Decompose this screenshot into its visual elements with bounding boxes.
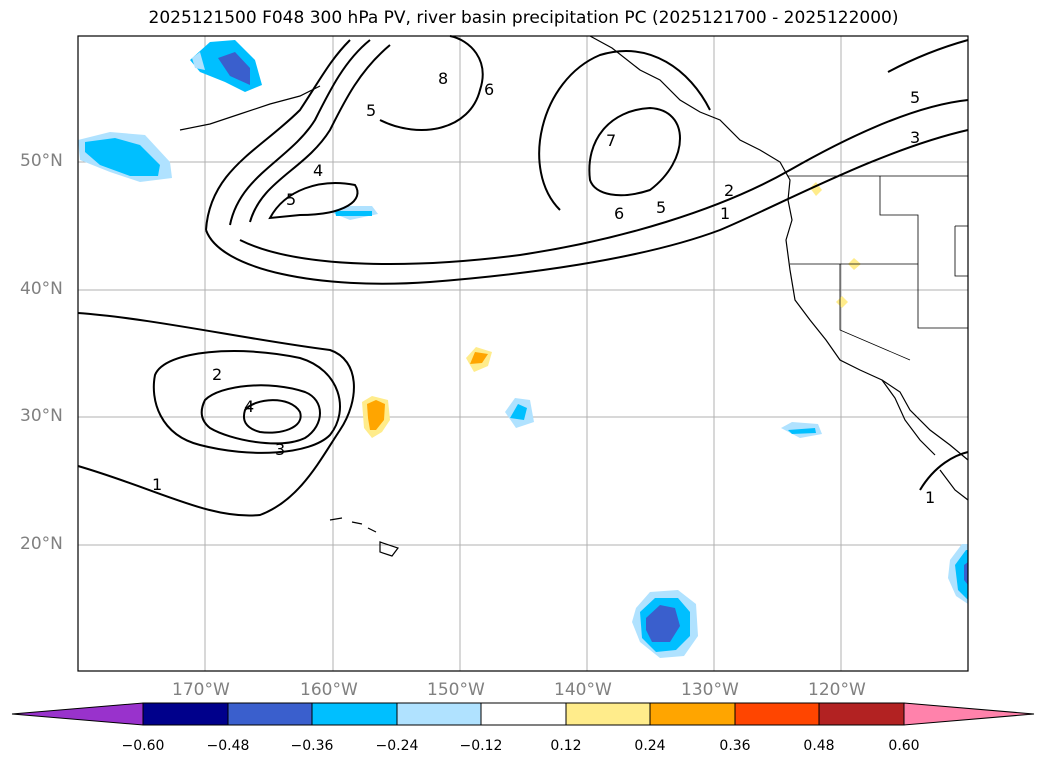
colorbar-tick: 0.36 xyxy=(719,738,750,754)
contour-label: 3 xyxy=(275,440,285,459)
colorbar-segment xyxy=(735,703,819,725)
contour-label: 4 xyxy=(244,397,254,416)
contour-label: 3 xyxy=(910,128,920,147)
contour-label: 1 xyxy=(720,204,730,223)
colorbar-segment xyxy=(397,703,481,725)
colorbar-tick: 0.12 xyxy=(550,738,581,754)
contour-label: 8 xyxy=(438,69,448,88)
contour-label: 2 xyxy=(724,181,734,200)
colorbar xyxy=(12,703,1034,725)
colorbar-segment xyxy=(143,703,228,725)
colorbar-segment xyxy=(650,703,735,725)
colorbar-tick: −0.60 xyxy=(122,738,165,754)
colorbar-tick: −0.36 xyxy=(291,738,334,754)
contour-label: 5 xyxy=(286,190,296,209)
colorbar-tick: −0.48 xyxy=(207,738,250,754)
contour-label: 7 xyxy=(606,131,616,150)
lon-label: 160°W xyxy=(300,680,358,700)
lon-label: 130°W xyxy=(681,680,739,700)
precip-blob-gulf-west-core xyxy=(335,211,372,216)
colorbar-extend-high xyxy=(904,703,1034,725)
lon-label: 170°W xyxy=(172,680,230,700)
lat-label: 40°N xyxy=(20,279,63,299)
contour-label: 5 xyxy=(910,88,920,107)
contour-label: 4 xyxy=(313,161,323,180)
contour-label: 5 xyxy=(366,101,376,120)
colorbar-segment xyxy=(481,703,566,725)
colorbar-segment xyxy=(819,703,904,725)
lat-label: 50°N xyxy=(20,151,63,171)
colorbar-segment xyxy=(228,703,312,725)
contour-label: 1 xyxy=(152,475,162,494)
colorbar-tick: −0.12 xyxy=(460,738,503,754)
colorbar-tick: −0.24 xyxy=(376,738,419,754)
lat-label: 30°N xyxy=(20,406,63,426)
colorbar-segment xyxy=(566,703,650,725)
map-background xyxy=(78,36,968,671)
lon-label: 140°W xyxy=(554,680,612,700)
colorbar-extend-low xyxy=(12,703,143,725)
lon-label: 120°W xyxy=(808,680,866,700)
lat-label: 20°N xyxy=(20,534,63,554)
contour-label: 6 xyxy=(484,80,494,99)
colorbar-tick: 0.60 xyxy=(888,738,919,754)
contour-label: 5 xyxy=(656,198,666,217)
colorbar-tick: 0.48 xyxy=(803,738,834,754)
contour-label: 1 xyxy=(925,488,935,507)
contour-label: 6 xyxy=(614,204,624,223)
colorbar-segment xyxy=(312,703,397,725)
map-figure: 1 2 3 4 5 4 5 8 6 7 6 5 2 1 5 3 1 xyxy=(0,0,1047,765)
contour-label: 2 xyxy=(212,365,222,384)
colorbar-tick: 0.24 xyxy=(634,738,665,754)
lon-label: 150°W xyxy=(427,680,485,700)
